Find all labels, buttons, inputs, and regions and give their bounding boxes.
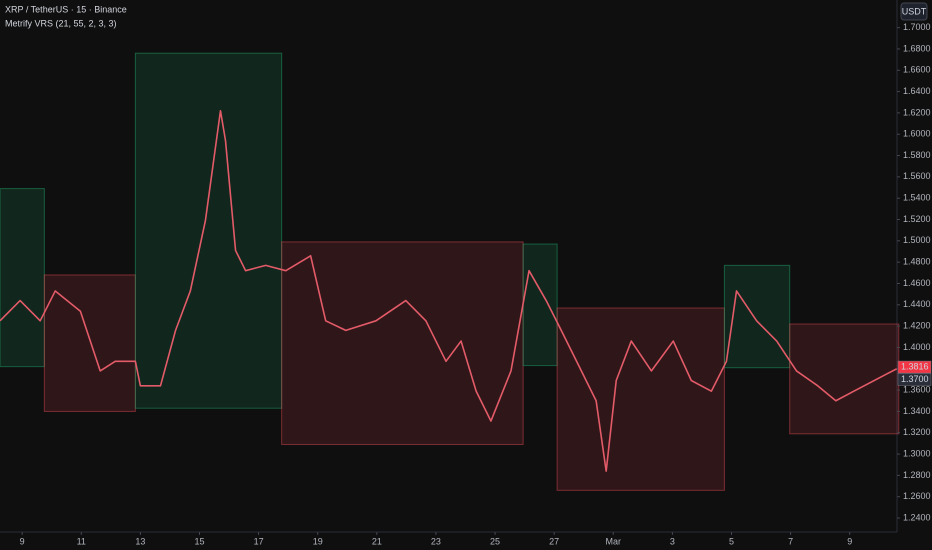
y-tick-label: 1.4600	[903, 278, 931, 288]
y-tick-label: 1.2800	[903, 470, 931, 480]
price-tag	[897, 360, 932, 374]
x-tick-label: 13	[135, 536, 145, 546]
y-tick-label: 1.6000	[903, 129, 931, 139]
x-tick-label: Mar	[606, 536, 622, 546]
y-tick-label: 1.7000	[903, 22, 931, 32]
x-tick-label: 9	[847, 536, 852, 546]
y-tick-label: 1.2400	[903, 512, 931, 522]
y-tick-label: 1.3200	[903, 427, 931, 437]
x-tick-label: 23	[431, 536, 441, 546]
x-tick-label: 25	[490, 536, 500, 546]
indicator-label: Metrify VRS (21, 55, 2, 3, 3)	[5, 18, 117, 28]
currency-box[interactable]	[900, 2, 928, 21]
x-tick-label: 3	[670, 536, 675, 546]
price-line	[0, 109, 898, 472]
y-tick-label: 1.4200	[903, 321, 931, 331]
price-tag-label: 1.3700	[901, 374, 929, 384]
y-tick-label: 1.6800	[903, 43, 931, 53]
x-tick-label: 7	[788, 536, 793, 546]
y-tick-label: 1.5400	[903, 193, 931, 203]
y-tick-label: 1.6600	[903, 65, 931, 75]
y-tick-label: 1.5000	[903, 235, 931, 245]
x-tick-label: 5	[729, 536, 734, 546]
y-tick-label: 1.3000	[903, 448, 931, 458]
currency[interactable]: USDT	[902, 6, 927, 16]
y-tick-label: 1.4400	[903, 299, 931, 309]
y-tick-label: 1.4800	[903, 257, 931, 267]
y-tick-label: 1.5200	[903, 214, 931, 224]
regime-box	[723, 264, 791, 369]
y-tick-label: 1.3400	[903, 406, 931, 416]
x-tick-label: 11	[77, 536, 86, 546]
regime-box	[522, 243, 558, 367]
regime-box	[789, 323, 900, 435]
regime-box	[43, 274, 136, 412]
x-tick-label: 15	[194, 536, 204, 546]
regime-box	[281, 241, 524, 445]
y-tick-label: 1.6200	[903, 107, 931, 117]
regime-box	[556, 307, 725, 491]
y-tick-label: 1.6400	[903, 86, 931, 96]
x-tick-label: 27	[549, 536, 559, 546]
price-tag	[897, 373, 932, 386]
x-tick-label: 9	[20, 536, 25, 546]
chart-title: XRP / TetherUS · 15 · Binance	[5, 4, 127, 14]
x-tick-label: 17	[254, 536, 264, 546]
x-tick-label: 21	[372, 536, 382, 546]
y-tick-label: 1.5600	[903, 171, 931, 181]
regime-box	[134, 52, 283, 409]
price-tag-label: 1.3816	[901, 361, 929, 371]
y-tick-label: 1.4000	[903, 342, 931, 352]
y-tick-label: 1.2600	[903, 491, 931, 501]
y-tick-label: 1.3600	[903, 384, 931, 394]
regime-box	[0, 188, 45, 368]
y-tick-label: 1.5800	[903, 150, 931, 160]
x-tick-label: 19	[313, 536, 323, 546]
